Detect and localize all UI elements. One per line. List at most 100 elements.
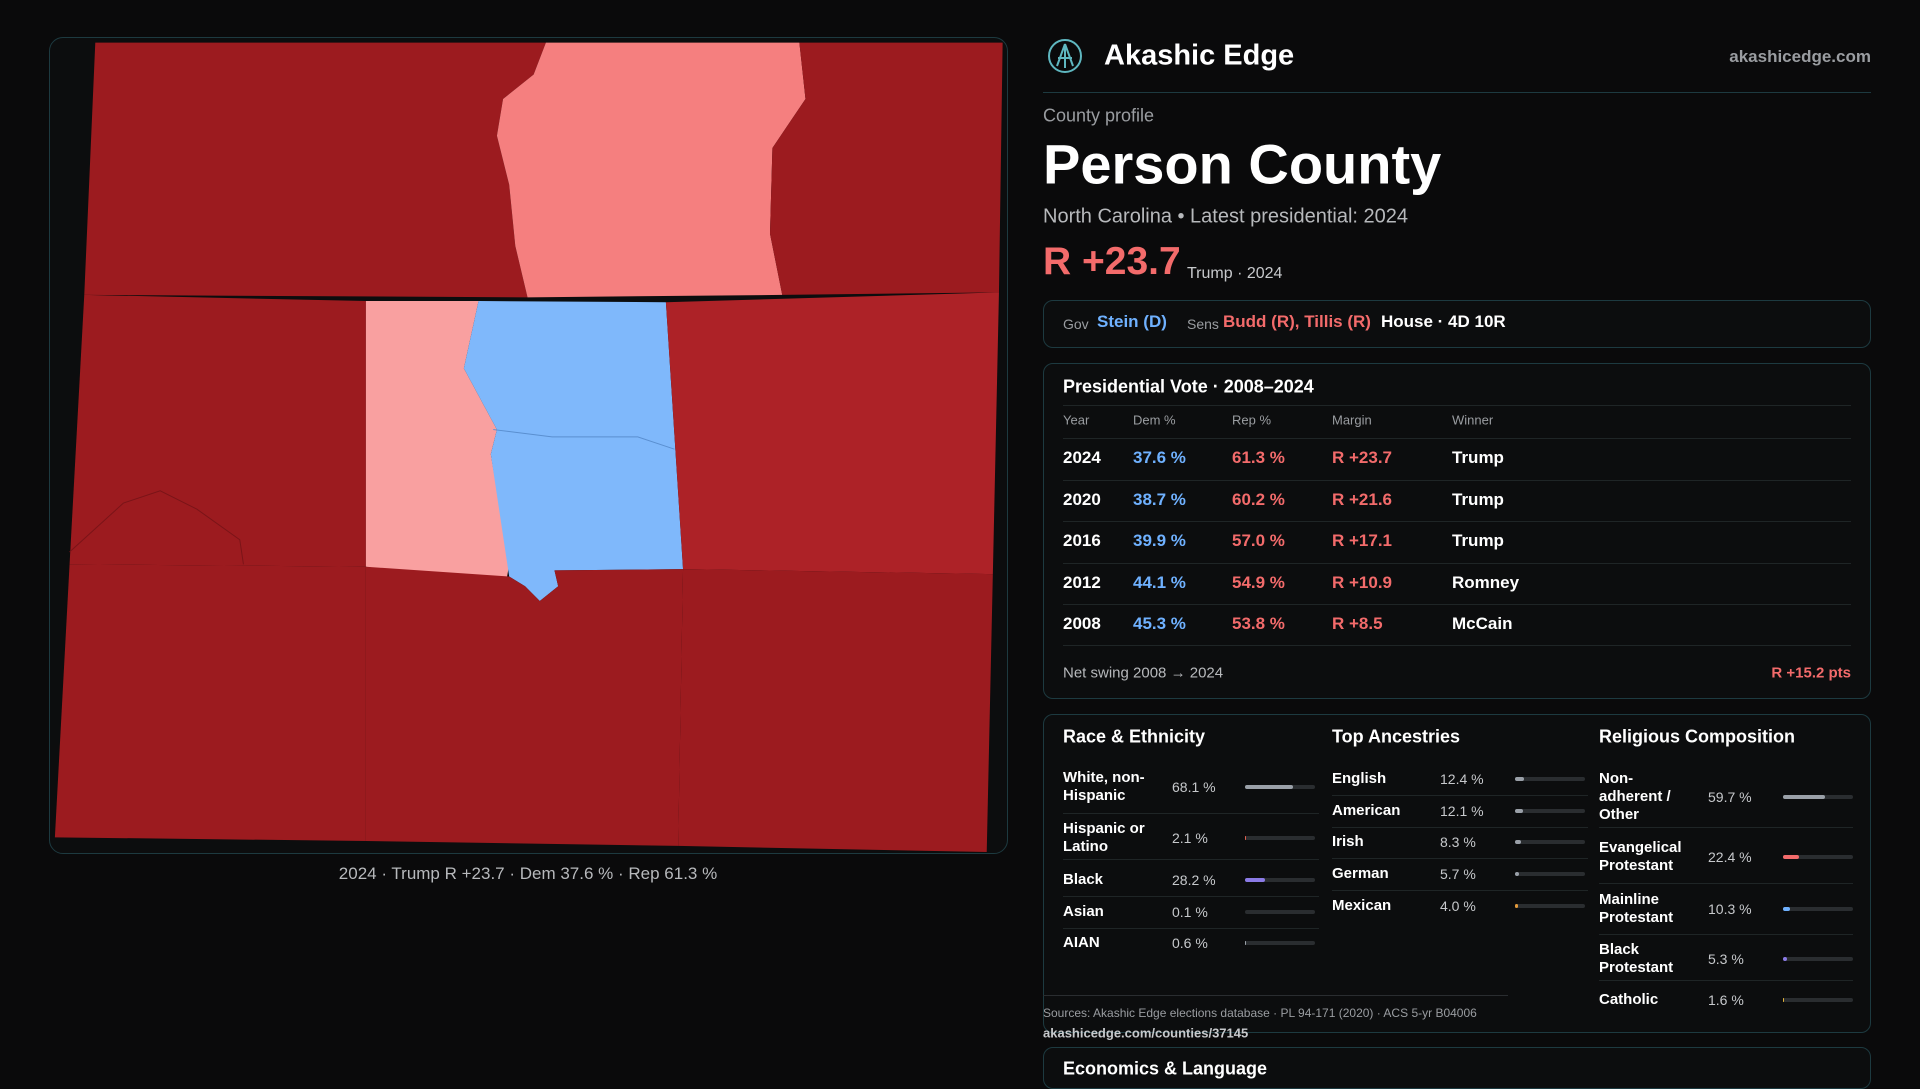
row-name: American — [1332, 802, 1410, 820]
row-name: English — [1332, 770, 1410, 788]
row-value: 12.4 % — [1440, 771, 1484, 787]
sep — [1599, 883, 1853, 884]
row-value: 28.2 % — [1172, 872, 1216, 888]
column-header: Winner — [1452, 413, 1493, 428]
table-cell: 2012 — [1063, 573, 1101, 593]
table-cell: 2008 — [1063, 614, 1101, 634]
table-cell: Romney — [1452, 573, 1519, 593]
sep — [1332, 795, 1588, 796]
row-name: Evangelical Protestant — [1599, 839, 1677, 875]
table-cell: McCain — [1452, 614, 1512, 634]
logo-icon — [1047, 38, 1083, 74]
bar-track — [1783, 855, 1853, 859]
row-name: Mexican — [1332, 897, 1410, 915]
column-header: Margin — [1332, 413, 1372, 428]
table-cell: R +10.9 — [1332, 573, 1392, 593]
county-person — [497, 43, 806, 298]
bar — [1515, 840, 1521, 844]
row-value: 59.7 % — [1708, 789, 1752, 805]
bar-track — [1783, 907, 1853, 911]
row-value: 5.7 % — [1440, 866, 1476, 882]
row-name: White, non-Hispanic — [1063, 769, 1155, 805]
row-name: Mainline Protestant — [1599, 891, 1677, 927]
row-value: 1.6 % — [1708, 992, 1744, 1008]
margin: R +23.7 — [1043, 240, 1181, 284]
sep — [1599, 827, 1853, 828]
sep — [1063, 645, 1851, 646]
row-name: Hispanic or Latino — [1063, 820, 1155, 856]
bar-track — [1245, 836, 1315, 840]
section-title: Religious Composition — [1599, 727, 1795, 748]
sep — [1063, 813, 1319, 814]
bar — [1515, 777, 1524, 781]
sources: Sources: Akashic Edge elections database… — [1043, 1006, 1477, 1020]
table-cell: R +8.5 — [1332, 614, 1383, 634]
table-cell: 2016 — [1063, 531, 1101, 551]
bar — [1515, 904, 1518, 908]
bar — [1783, 957, 1787, 961]
swing-value: R +15.2 pts — [1771, 665, 1851, 682]
table-cell: 2020 — [1063, 490, 1101, 510]
bar-track — [1515, 809, 1585, 813]
row-name: Black — [1063, 871, 1155, 889]
bar-track — [1515, 904, 1585, 908]
logo — [1047, 38, 1083, 74]
column-header: Rep % — [1232, 413, 1271, 428]
bar-track — [1245, 910, 1315, 914]
sep — [1063, 438, 1851, 439]
brand: Akashic Edge — [1104, 40, 1294, 73]
profile-label: County profile — [1043, 106, 1154, 127]
county-w — [70, 295, 366, 567]
county-name: Person County — [1043, 132, 1441, 197]
county-s — [366, 567, 683, 846]
table-cell: 44.1 % — [1133, 573, 1186, 593]
table-cell: R +23.7 — [1332, 448, 1392, 468]
row-name: Irish — [1332, 833, 1410, 851]
row-value: 5.3 % — [1708, 951, 1744, 967]
table-cell: Trump — [1452, 490, 1504, 510]
county-map — [1, 1, 958, 816]
bar-track — [1783, 795, 1853, 799]
bar — [1783, 998, 1784, 1002]
table-cell: 45.3 % — [1133, 614, 1186, 634]
row-value: 22.4 % — [1708, 849, 1752, 865]
map-panel — [49, 37, 1008, 854]
governor: Stein (D) — [1097, 312, 1167, 332]
table-cell: 60.2 % — [1232, 490, 1285, 510]
table-cell: 53.8 % — [1232, 614, 1285, 634]
sep — [1063, 563, 1851, 564]
row-name: AIAN — [1063, 934, 1155, 952]
bar — [1783, 795, 1825, 799]
table-cell: 57.0 % — [1232, 531, 1285, 551]
bar-track — [1783, 998, 1853, 1002]
sep — [1332, 890, 1588, 891]
row-value: 2.1 % — [1172, 830, 1208, 846]
sep — [1599, 934, 1853, 935]
sep — [1063, 480, 1851, 481]
section-title: Economics & Language — [1063, 1059, 1267, 1080]
table-cell: R +21.6 — [1332, 490, 1392, 510]
swing-label: Net swing 2008 → 2024 — [1063, 665, 1223, 682]
table-cell: Trump — [1452, 448, 1504, 468]
bar-track — [1515, 872, 1585, 876]
sep — [1332, 827, 1588, 828]
table-cell: 61.3 % — [1232, 448, 1285, 468]
column-header: Dem % — [1133, 413, 1176, 428]
county-nw — [84, 43, 546, 298]
site-url: akashicedge.com — [1729, 47, 1871, 67]
sep — [1063, 859, 1319, 860]
margin-note: Trump · 2024 — [1187, 265, 1282, 283]
row-value: 10.3 % — [1708, 901, 1752, 917]
bar — [1783, 855, 1799, 859]
row-value: 12.1 % — [1440, 803, 1484, 819]
sep — [1063, 896, 1319, 897]
bar-track — [1515, 840, 1585, 844]
row-name: Asian — [1063, 903, 1155, 921]
table-title: Presidential Vote · 2008–2024 — [1063, 377, 1314, 398]
sep — [1063, 928, 1319, 929]
sep — [1043, 995, 1508, 996]
row-value: 0.1 % — [1172, 904, 1208, 920]
table-cell: Trump — [1452, 531, 1504, 551]
bar-track — [1783, 957, 1853, 961]
